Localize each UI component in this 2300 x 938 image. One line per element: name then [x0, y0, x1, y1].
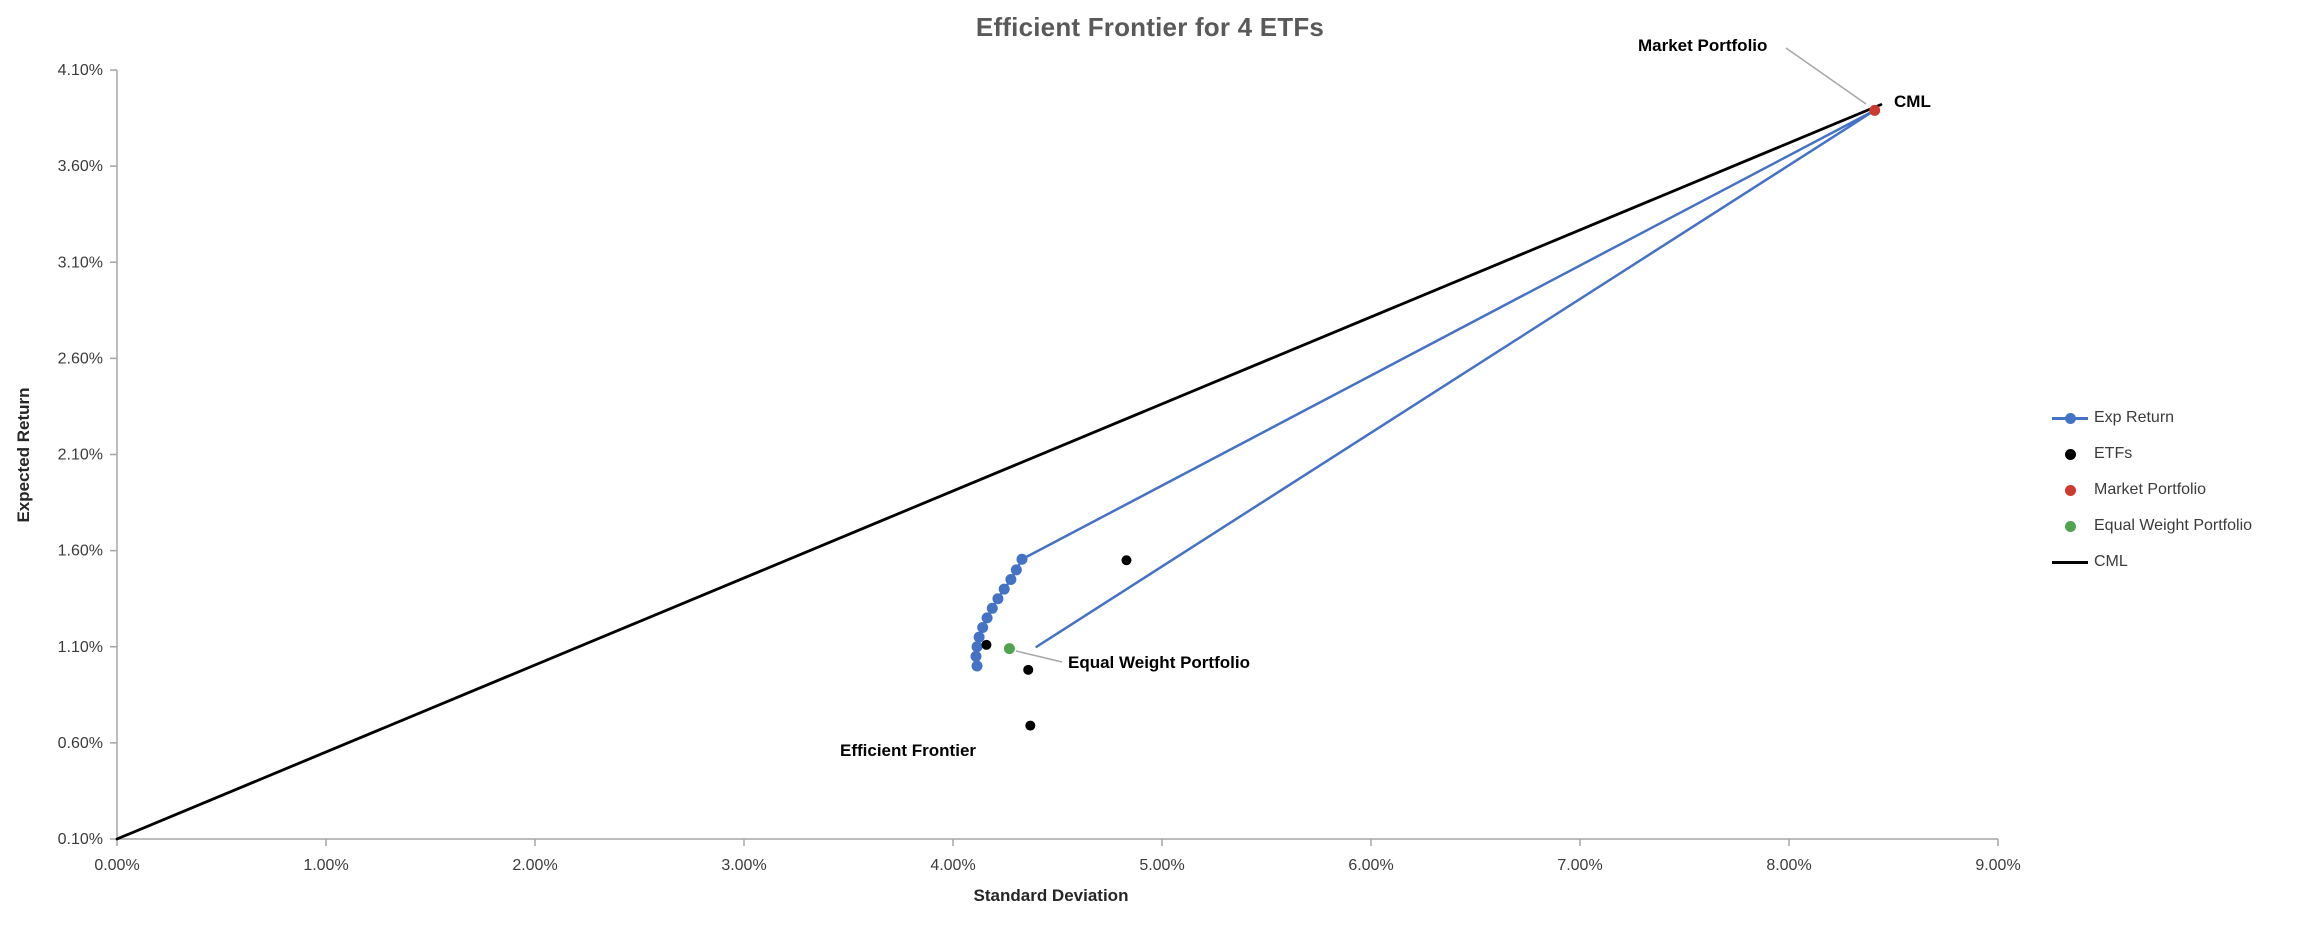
annotation-efficient-frontier: Efficient Frontier [840, 741, 977, 760]
data-point [970, 650, 982, 662]
x-tick-label: 2.00% [512, 857, 557, 874]
legend-marker-equal-weight-portfolio [2052, 515, 2088, 537]
x-tick-label: 9.00% [1975, 857, 2020, 874]
x-tick-label: 3.00% [721, 857, 766, 874]
x-axis-title: Standard Deviation [973, 886, 1129, 905]
legend-item-equal-weight-portfolio[interactable]: Equal Weight Portfolio [2052, 515, 2252, 537]
data-point [1121, 555, 1132, 566]
data-point [971, 660, 983, 672]
data-point [1016, 553, 1028, 565]
y-tick-label: 1.10% [58, 639, 103, 656]
chart-legend: Exp Return ETFs Market Portfolio Equal W… [2052, 407, 2252, 573]
data-point [1869, 104, 1881, 116]
annotation-market-portfolio: Market Portfolio [1638, 36, 1768, 55]
annotation-leader-line [1015, 650, 1063, 663]
y-tick-label: 0.60% [58, 735, 103, 752]
legend-item-exp-return[interactable]: Exp Return [2052, 407, 2252, 429]
annotation-leader-line [1785, 47, 1867, 105]
data-point [1025, 720, 1036, 731]
legend-label-etfs: ETFs [2094, 445, 2133, 462]
legend-item-cml[interactable]: CML [2052, 551, 2252, 573]
y-tick-label: 0.10% [58, 831, 103, 848]
data-point [1003, 643, 1015, 655]
series-exp-return-line [974, 109, 1876, 668]
legend-item-etfs[interactable]: ETFs [2052, 443, 2252, 465]
annotation-cml: CML [1894, 92, 1931, 111]
data-point [973, 631, 985, 643]
series-market-portfolio-markers [1869, 104, 1881, 116]
legend-label-cml: CML [2094, 553, 2128, 570]
legend-label-equal-weight-portfolio: Equal Weight Portfolio [2094, 517, 2253, 534]
series-cml-line [115, 103, 1883, 841]
legend-label-exp-return: Exp Return [2094, 409, 2175, 426]
legend-marker-market-portfolio [2052, 479, 2088, 501]
data-point [1005, 573, 1017, 585]
y-tick-label: 3.10% [58, 254, 103, 271]
y-tick-label: 3.60% [58, 158, 103, 175]
legend-item-market-portfolio[interactable]: Market Portfolio [2052, 479, 2252, 501]
data-point [986, 602, 998, 614]
legend-marker-cml [2052, 551, 2088, 573]
axes: 0.00% 1.00% 2.00% 3.00% 4.00% 5.00% 6.00% 7.00%… [58, 62, 2021, 874]
x-tick-label: 8.00% [1766, 857, 1811, 874]
annotation-equal-weight-portfolio: Equal Weight Portfolio [1068, 653, 1250, 672]
data-point [977, 622, 989, 634]
x-tick-label: 7.00% [1557, 857, 1602, 874]
y-tick-label: 2.60% [58, 350, 103, 367]
legend-label-market-portfolio: Market Portfolio [2094, 481, 2207, 498]
y-tick-label: 4.10% [58, 62, 103, 79]
y-tick-label: 1.60% [58, 543, 103, 560]
data-point [981, 639, 992, 650]
series-etfs-markers [981, 555, 1132, 731]
x-tick-label: 0.00% [94, 857, 139, 874]
data-point [1023, 664, 1034, 675]
data-point [1010, 564, 1022, 576]
x-tick-label: 4.00% [930, 857, 975, 874]
data-point [981, 612, 993, 624]
x-tick-label: 6.00% [1348, 857, 1393, 874]
legend-marker-exp-return [2052, 407, 2088, 429]
data-point [971, 641, 983, 653]
data-point [992, 593, 1004, 605]
x-tick-label: 1.00% [303, 857, 348, 874]
x-tick-label: 5.00% [1139, 857, 1184, 874]
y-tick-label: 2.10% [58, 447, 103, 464]
data-point [998, 583, 1010, 595]
series-exp-return-markers [970, 553, 1028, 672]
series-equal-weight-portfolio-markers [1003, 643, 1015, 655]
chart-title: Efficient Frontier for 4 ETFs [975, 12, 1325, 42]
legend-marker-etfs [2052, 443, 2088, 465]
